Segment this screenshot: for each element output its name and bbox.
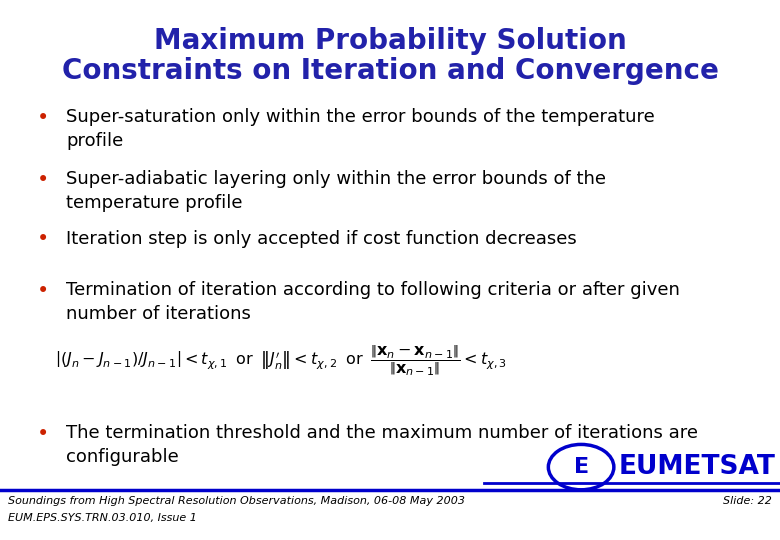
Text: Iteration step is only accepted if cost function decreases: Iteration step is only accepted if cost … — [66, 230, 577, 247]
Text: $\left|(J_n - J_{n-1})/J_{n-1}\right| < t_{\chi,1}$$\;\;$or$\;\;$$\left\|J_n'\ri: $\left|(J_n - J_{n-1})/J_{n-1}\right| < … — [55, 343, 506, 378]
Text: E: E — [573, 457, 589, 477]
Text: Maximum Probability Solution: Maximum Probability Solution — [154, 27, 626, 55]
Text: Termination of iteration according to following criteria or after given
number o: Termination of iteration according to fo… — [66, 281, 680, 323]
Text: Slide: 22: Slide: 22 — [723, 496, 772, 506]
Text: •: • — [37, 281, 49, 301]
Text: The termination threshold and the maximum number of iterations are
configurable: The termination threshold and the maximu… — [66, 424, 698, 466]
Text: EUMETSAT: EUMETSAT — [619, 454, 775, 480]
Text: Super-saturation only within the error bounds of the temperature
profile: Super-saturation only within the error b… — [66, 108, 655, 150]
Text: •: • — [37, 108, 49, 128]
Text: Super-adiabatic layering only within the error bounds of the
temperature profile: Super-adiabatic layering only within the… — [66, 170, 606, 212]
Text: •: • — [37, 424, 49, 444]
Text: •: • — [37, 230, 49, 249]
Text: Soundings from High Spectral Resolution Observations, Madison, 06-08 May 2003: Soundings from High Spectral Resolution … — [8, 496, 465, 506]
Text: •: • — [37, 170, 49, 190]
Text: EUM.EPS.SYS.TRN.03.010, Issue 1: EUM.EPS.SYS.TRN.03.010, Issue 1 — [8, 513, 197, 523]
Text: Constraints on Iteration and Convergence: Constraints on Iteration and Convergence — [62, 57, 718, 85]
